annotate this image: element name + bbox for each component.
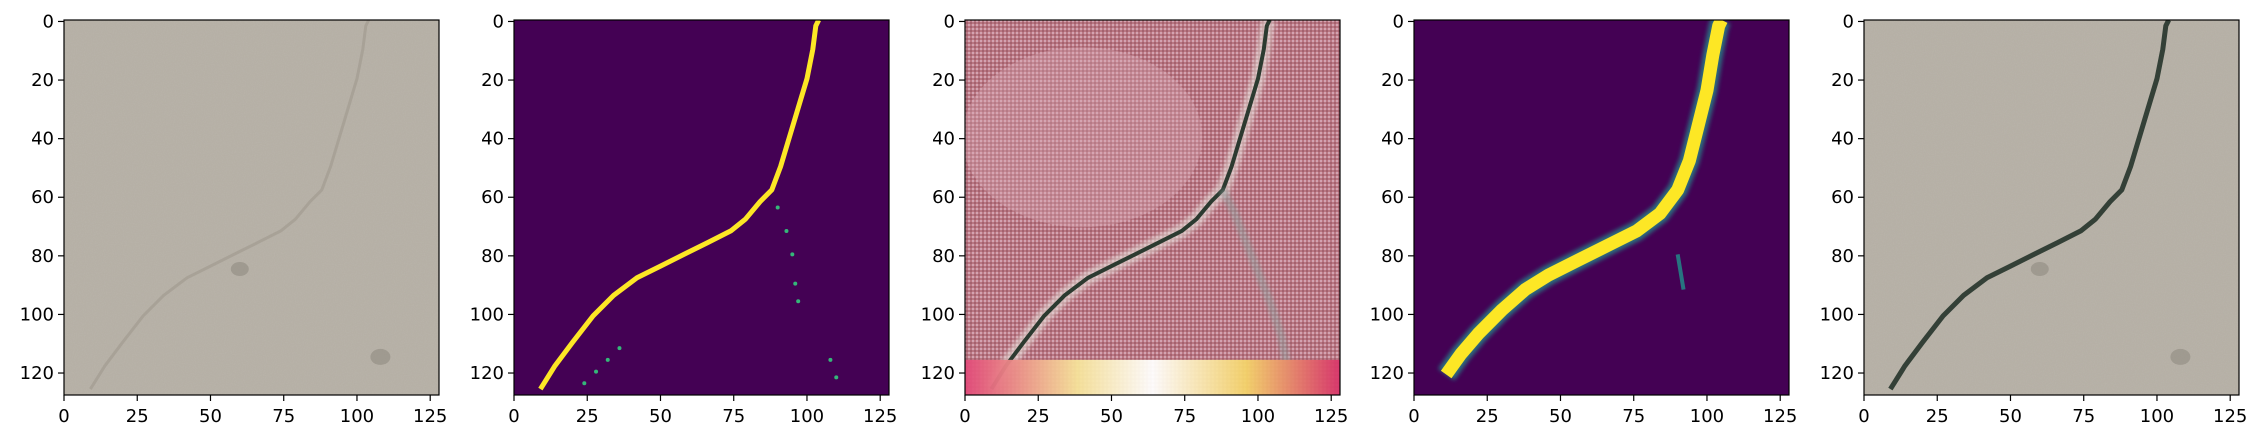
panel-ground-truth-mask: 0 25 50 75 100 125 0 20 40 60 80 100 120 bbox=[470, 11, 898, 427]
y-tick-label: 20 bbox=[1831, 70, 1854, 91]
axes-frame bbox=[513, 19, 890, 396]
x-tick-label: 125 bbox=[2213, 406, 2247, 427]
panel-image bbox=[1864, 20, 2239, 395]
y-tick-label: 80 bbox=[481, 246, 504, 267]
y-tick-label: 60 bbox=[1831, 187, 1854, 208]
x-tick-label: 50 bbox=[1999, 406, 2022, 427]
y-tick-label: 0 bbox=[493, 11, 504, 32]
x-tick-label: 75 bbox=[272, 406, 295, 427]
x-tick-label: 0 bbox=[1858, 406, 1869, 427]
y-tick-label: 60 bbox=[481, 187, 504, 208]
axes-frame bbox=[1863, 19, 2240, 396]
panel-image bbox=[514, 20, 889, 395]
crack-line bbox=[989, 20, 1272, 391]
y-tick-label: 40 bbox=[481, 129, 504, 150]
x-tick-label: 100 bbox=[1690, 406, 1724, 427]
y-tick-label: 40 bbox=[932, 129, 955, 150]
y-tick-label: 100 bbox=[470, 304, 504, 325]
x-tick-label: 25 bbox=[126, 406, 149, 427]
crack-line bbox=[1888, 20, 2171, 391]
x-tick-label: 125 bbox=[863, 406, 897, 427]
x-tick-label: 100 bbox=[790, 406, 824, 427]
x-tick-label: 25 bbox=[1926, 406, 1949, 427]
panel-image bbox=[1414, 20, 1789, 395]
y-tick-label: 80 bbox=[932, 246, 955, 267]
x-tick-label: 75 bbox=[2072, 406, 2095, 427]
x-tick-label: 0 bbox=[508, 406, 519, 427]
x-tick-label: 50 bbox=[1100, 406, 1123, 427]
axes-frame bbox=[1413, 19, 1790, 396]
y-tick-label: 20 bbox=[1381, 70, 1404, 91]
y-tick-label: 0 bbox=[43, 11, 54, 32]
y-tick-label: 80 bbox=[31, 246, 54, 267]
panel-image bbox=[64, 20, 439, 395]
panel-predicted-mask: 0 25 50 75 100 125 0 20 40 60 80 100 120 bbox=[1370, 11, 1798, 427]
y-tick-label: 40 bbox=[1831, 129, 1854, 150]
y-tick-label: 100 bbox=[921, 304, 955, 325]
x-tick-label: 75 bbox=[1173, 406, 1196, 427]
x-tick-label: 125 bbox=[1314, 406, 1348, 427]
x-tick-label: 0 bbox=[1408, 406, 1419, 427]
x-tick-label: 75 bbox=[722, 406, 745, 427]
x-tick-label: 50 bbox=[649, 406, 672, 427]
y-tick-label: 100 bbox=[20, 304, 54, 325]
artifact-band bbox=[965, 359, 1340, 395]
y-tick-label: 60 bbox=[932, 187, 955, 208]
y-tick-label: 60 bbox=[31, 187, 54, 208]
x-tick-label: 50 bbox=[1549, 406, 1572, 427]
x-tick-label: 100 bbox=[340, 406, 374, 427]
axes-frame bbox=[964, 19, 1341, 396]
y-tick-label: 60 bbox=[1381, 187, 1404, 208]
panel-input-photo: 0 25 50 75 100 125 0 20 40 60 80 100 120 bbox=[20, 11, 448, 427]
x-tick-label: 125 bbox=[1763, 406, 1797, 427]
x-tick-label: 25 bbox=[1476, 406, 1499, 427]
crack-prediction bbox=[1440, 20, 1728, 379]
y-tick-label: 40 bbox=[1381, 129, 1404, 150]
y-tick-label: 120 bbox=[20, 363, 54, 384]
panel-image bbox=[965, 20, 1340, 395]
x-tick-label: 25 bbox=[576, 406, 599, 427]
x-tick-label: 75 bbox=[1622, 406, 1645, 427]
y-tick-label: 120 bbox=[921, 363, 955, 384]
y-tick-label: 80 bbox=[1831, 246, 1854, 267]
x-tick-label: 25 bbox=[1027, 406, 1050, 427]
y-tick-label: 40 bbox=[31, 129, 54, 150]
panel-overlay-photo: 0 25 50 75 100 125 0 20 40 60 80 100 120 bbox=[1820, 11, 2248, 427]
y-tick-label: 80 bbox=[1381, 246, 1404, 267]
y-tick-label: 120 bbox=[470, 363, 504, 384]
panel-generated-image: 0 25 50 75 100 125 0 20 40 60 80 100 120 bbox=[921, 11, 1349, 427]
x-tick-label: 100 bbox=[1241, 406, 1275, 427]
y-tick-label: 0 bbox=[1393, 11, 1404, 32]
y-tick-label: 20 bbox=[31, 70, 54, 91]
y-tick-label: 20 bbox=[932, 70, 955, 91]
crack-mask bbox=[538, 20, 821, 391]
y-tick-label: 120 bbox=[1370, 363, 1404, 384]
y-tick-label: 120 bbox=[1820, 363, 1854, 384]
y-tick-label: 0 bbox=[944, 11, 955, 32]
x-tick-label: 0 bbox=[959, 406, 970, 427]
x-tick-label: 0 bbox=[58, 406, 69, 427]
y-tick-label: 100 bbox=[1370, 304, 1404, 325]
axes-frame bbox=[63, 19, 440, 396]
x-tick-label: 50 bbox=[199, 406, 222, 427]
crack-line bbox=[89, 20, 371, 390]
y-tick-label: 100 bbox=[1820, 304, 1854, 325]
x-tick-label: 125 bbox=[413, 406, 447, 427]
y-tick-label: 0 bbox=[1843, 11, 1854, 32]
x-tick-label: 100 bbox=[2140, 406, 2174, 427]
y-tick-label: 20 bbox=[481, 70, 504, 91]
